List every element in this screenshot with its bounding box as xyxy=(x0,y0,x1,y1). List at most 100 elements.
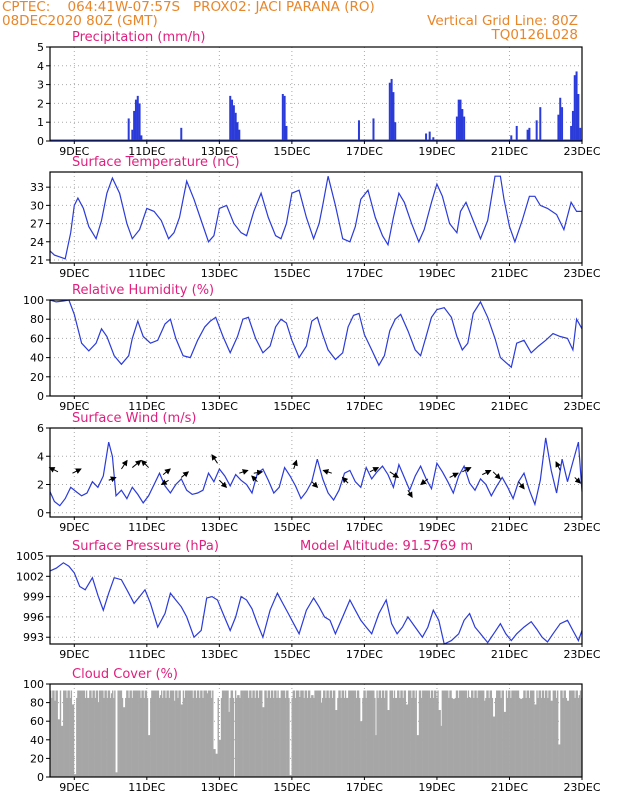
cloud-cover-bar xyxy=(439,710,441,777)
wind-arrow xyxy=(211,454,218,464)
cloud-cover-bar xyxy=(277,690,279,777)
cloud-cover-bar xyxy=(89,690,91,777)
cloud-cover-bar xyxy=(548,690,550,777)
x-tick-label: 15DEC xyxy=(273,400,310,413)
panel-title: Surface Wind (m/s) xyxy=(72,411,196,426)
wind-arrow xyxy=(292,459,298,470)
cloud-cover-bar xyxy=(400,690,402,777)
cloud-cover-bar xyxy=(276,697,278,777)
cloud-cover-bar xyxy=(550,700,552,777)
cloud-cover-bar xyxy=(224,690,226,777)
precip-bar xyxy=(281,94,284,141)
x-tick-label: 9DEC xyxy=(59,400,89,413)
cloud-cover-bar xyxy=(70,690,73,777)
cloud-cover-bar xyxy=(344,690,347,777)
cloud-cover-bar xyxy=(130,690,132,777)
cloud-cover-bar xyxy=(222,690,225,777)
cloud-cover-bar xyxy=(147,735,150,777)
cloud-cover-bar xyxy=(94,697,96,777)
cloud-cover-bar xyxy=(521,698,523,777)
cloud-cover-bar xyxy=(312,695,314,777)
cloud-cover-bar xyxy=(304,690,306,777)
cloud-cover-bar xyxy=(454,697,457,777)
cloud-cover-bar xyxy=(450,690,452,777)
wind-arrow xyxy=(48,467,59,473)
cloud-cover-bar xyxy=(58,719,61,777)
cloud-cover-bar xyxy=(306,697,309,777)
y-tick-label: 100 xyxy=(23,294,44,307)
cloud-cover-bar xyxy=(229,697,231,777)
cloud-cover-bar xyxy=(510,697,512,777)
cloud-cover-bar xyxy=(194,690,197,777)
cloud-cover-bar xyxy=(485,697,487,777)
cloud-cover-bar xyxy=(329,690,331,777)
cloud-cover-bar xyxy=(335,710,337,777)
wind-arrow xyxy=(420,478,429,486)
x-tick-label: 19DEC xyxy=(418,648,455,661)
wind-arrow xyxy=(72,468,82,474)
cloud-cover-bar xyxy=(244,690,247,777)
cloud-cover-bar xyxy=(336,710,338,777)
cloud-cover-bar xyxy=(156,690,159,777)
cloud-cover-bar xyxy=(457,697,460,777)
cloud-cover-bar xyxy=(258,690,261,777)
cloud-cover-bar xyxy=(104,690,106,777)
cloud-cover-bar xyxy=(298,690,300,777)
cloud-cover-bar xyxy=(500,697,502,777)
cloud-cover-bar xyxy=(176,690,178,777)
cloud-cover-bar xyxy=(501,690,503,777)
panel-3: 0 20 40 60 80 100 9DEC 11DEC 13DEC 15DEC 17DEC 19DE… xyxy=(23,283,601,413)
cloud-cover-bar xyxy=(543,697,546,777)
cloud-cover-bar xyxy=(409,690,411,777)
x-tick-label: 19DEC xyxy=(418,400,455,413)
cloud-cover-bar xyxy=(404,690,407,777)
cloud-cover-bar xyxy=(459,690,461,777)
cloud-cover-bar xyxy=(122,707,125,777)
cloud-cover-bar xyxy=(449,690,451,777)
cloud-cover-bar xyxy=(115,772,117,777)
cloud-cover-bar xyxy=(249,690,251,777)
cloud-cover-bar xyxy=(461,690,463,777)
cloud-cover-bar xyxy=(541,690,544,777)
cloud-cover-bar xyxy=(561,690,563,777)
cloud-cover-bar xyxy=(365,697,367,777)
cloud-cover-bar xyxy=(565,697,568,777)
cloud-cover-bar xyxy=(193,690,195,777)
cloud-cover-bar xyxy=(533,690,535,777)
cloud-cover-bar xyxy=(92,690,94,777)
cloud-cover-bar xyxy=(486,690,488,777)
cloud-cover-bar xyxy=(271,690,274,777)
y-tick-label: 1002 xyxy=(16,570,44,583)
wind-arrow xyxy=(251,475,258,483)
cloud-cover-bar xyxy=(144,690,147,777)
cloud-cover-bar xyxy=(482,690,485,777)
cloud-cover-bar xyxy=(475,690,477,777)
cloud-cover-bar xyxy=(441,690,444,777)
cloud-cover-bar xyxy=(54,700,56,777)
precip-bar xyxy=(515,125,518,141)
wind-arrow xyxy=(132,459,142,468)
precip-bar xyxy=(539,107,542,141)
wind-arrow xyxy=(140,459,149,468)
cloud-cover-bar xyxy=(162,697,164,777)
cloud-cover-bar xyxy=(200,690,202,777)
cloud-cover-bar xyxy=(456,690,459,777)
x-tick-label: 9DEC xyxy=(59,145,89,158)
cloud-cover-bar xyxy=(301,690,303,777)
x-tick-label: 23DEC xyxy=(563,400,600,413)
x-tick-label: 13DEC xyxy=(201,781,238,794)
cloud-cover-bar xyxy=(538,690,540,777)
x-tick-label: 17DEC xyxy=(346,781,383,794)
cloud-cover-bar xyxy=(407,690,410,777)
wind-arrow xyxy=(239,469,249,475)
x-tick-label: 11DEC xyxy=(128,521,165,534)
y-tick-label: 2 xyxy=(37,97,44,110)
y-tick-label: 0 xyxy=(37,135,44,148)
x-tick-label: 23DEC xyxy=(563,145,600,158)
precip-bar xyxy=(571,110,574,141)
cloud-cover-bar xyxy=(197,690,200,777)
cloud-cover-bar xyxy=(81,690,83,777)
cloud-cover-bar xyxy=(67,690,69,777)
cloud-cover-bar xyxy=(551,700,553,777)
x-tick-label: 15DEC xyxy=(273,145,310,158)
